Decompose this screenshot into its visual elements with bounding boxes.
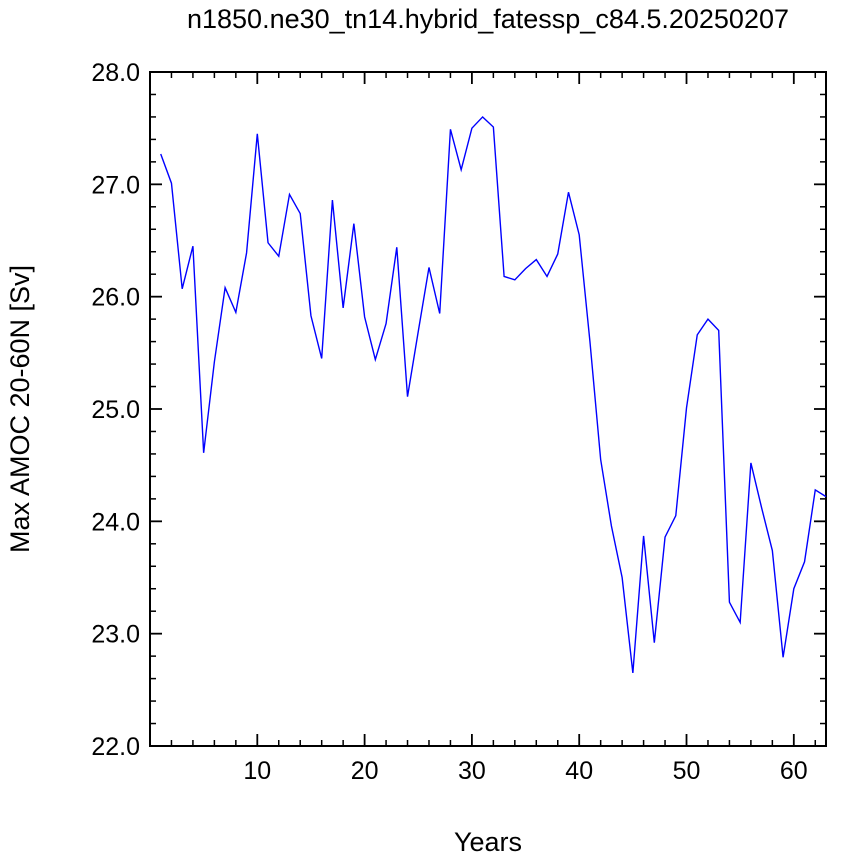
y-tick-label: 25.0 <box>91 396 140 424</box>
x-tick-label: 40 <box>565 757 593 785</box>
x-tick-label: 10 <box>243 757 271 785</box>
y-tick-label: 27.0 <box>91 171 140 199</box>
chart-title: n1850.ne30_tn14.hybrid_fatessp_c84.5.202… <box>187 4 789 34</box>
plot-area: 10 20 30 40 50 60 22.0 23.0 24.0 25.0 26.0 27.0 28.… <box>91 59 827 785</box>
y-axis-label: Max AMOC 20-60N [Sv] <box>5 265 35 553</box>
x-tick-label: 60 <box>780 757 808 785</box>
x-tick-labels: 10 20 30 40 50 60 <box>243 757 807 785</box>
major-ticks <box>150 71 826 747</box>
y-tick-label: 26.0 <box>91 284 140 312</box>
minor-ticks <box>150 72 826 746</box>
y-tick-label: 24.0 <box>91 508 140 536</box>
x-tick-label: 50 <box>673 757 701 785</box>
plot-frame <box>149 71 827 747</box>
y-tick-labels: 22.0 23.0 24.0 25.0 26.0 27.0 28.0 <box>91 59 140 761</box>
y-tick-label: 22.0 <box>91 733 140 761</box>
x-axis-label: Years <box>454 827 522 857</box>
series-line <box>160 115 827 674</box>
y-tick-label: 23.0 <box>91 621 140 649</box>
y-tick-label: 28.0 <box>91 59 140 87</box>
series-points <box>159 115 827 674</box>
x-tick-label: 20 <box>351 757 379 785</box>
x-tick-label: 30 <box>458 757 486 785</box>
